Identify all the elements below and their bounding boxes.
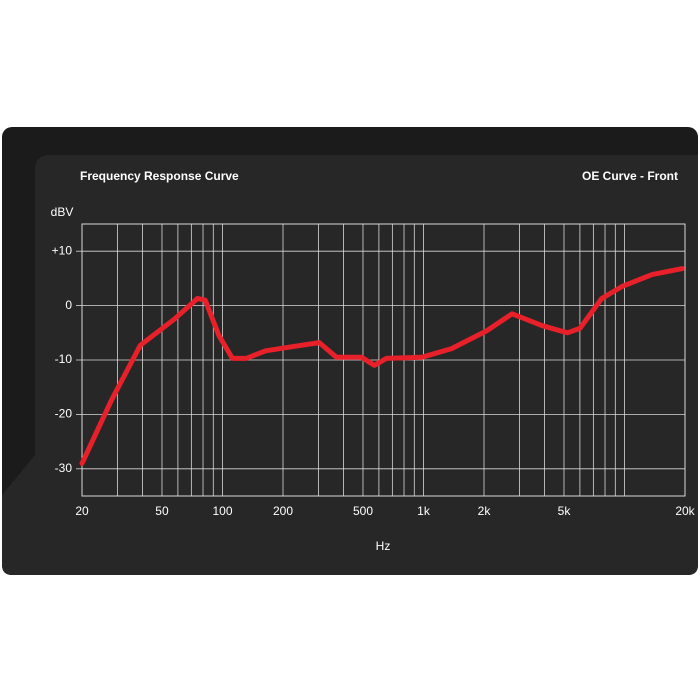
x-tick-label: 500: [353, 504, 373, 518]
x-tick-label: 2k: [478, 504, 492, 518]
chart-subtitle: OE Curve - Front: [582, 169, 678, 183]
x-tick-label: 1k: [417, 504, 431, 518]
y-tick-label: 0: [65, 298, 72, 312]
x-tick-label: 20k: [675, 504, 695, 518]
y-tick-label: -10: [55, 352, 73, 366]
y-axis-label: dBV: [51, 205, 74, 219]
chart-title: Frequency Response Curve: [80, 169, 239, 183]
x-tick-label: 200: [273, 504, 293, 518]
x-tick-label: 20: [75, 504, 89, 518]
x-axis-label: Hz: [376, 539, 391, 553]
x-tick-label: 50: [155, 504, 169, 518]
response-curve: [79, 266, 685, 466]
y-tick-label: -30: [55, 461, 73, 475]
x-tick-label: 5k: [558, 504, 572, 518]
y-tick-label: +10: [52, 243, 73, 257]
y-tick-label: -20: [55, 407, 73, 421]
x-tick-label: 100: [212, 504, 232, 518]
panel-inner: [2, 155, 698, 575]
